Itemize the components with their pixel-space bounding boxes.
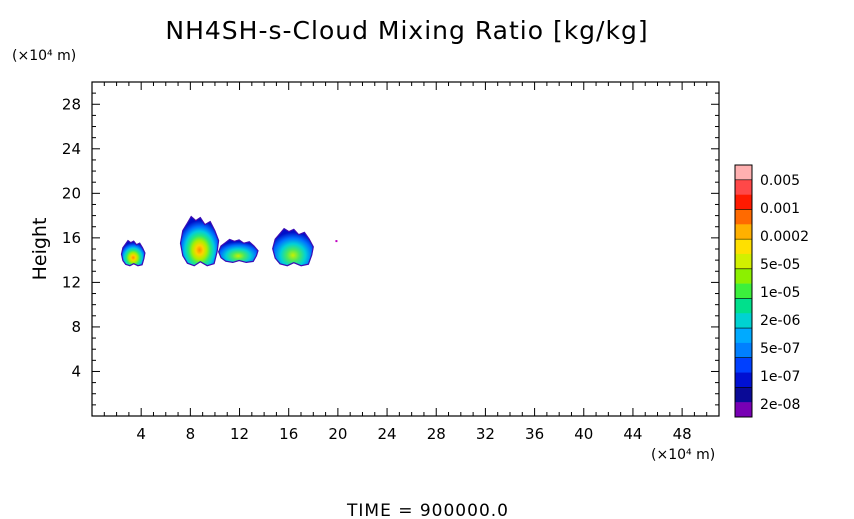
x-tick-label: 24: [378, 425, 397, 443]
colorbar-swatch: [735, 224, 752, 240]
colorbar-swatch: [735, 239, 752, 255]
y-tick-label: 20: [62, 184, 81, 202]
colorbar-label: 5e-07: [760, 341, 800, 357]
colorbar-label: 0.001: [760, 201, 800, 217]
x-tick-label: 28: [427, 425, 446, 443]
chart-title: NH4SH-s-Cloud Mixing Ratio [kg/kg]: [165, 16, 648, 45]
colorbar-label: 5e-05: [760, 257, 800, 273]
x-tick-label: 40: [574, 425, 593, 443]
colorbar-swatch: [735, 342, 752, 359]
cloud-rim: [121, 240, 146, 267]
y-tick-label: 16: [62, 229, 81, 247]
cloud-shape: [179, 215, 220, 267]
colorbar-swatch: [735, 165, 752, 181]
x-tick-label: 20: [328, 425, 347, 443]
cloud-rim: [218, 239, 259, 263]
x-tick-label: 8: [186, 425, 196, 443]
colorbar-swatch: [735, 298, 752, 314]
cloud-rim: [180, 216, 219, 267]
colorbar-swatch: [735, 402, 752, 418]
y-tick-label: 4: [71, 362, 81, 380]
colorbar-swatch: [735, 253, 752, 270]
x-tick-label: 48: [673, 425, 692, 443]
colorbar: 0.005 0.001 0.0002 5e-05 1e-05 2e-06 5e-07 1e-0…: [734, 164, 809, 418]
time-label: TIME = 900000.0: [346, 501, 509, 519]
cloud-field: [120, 215, 338, 267]
cloud-region: [120, 239, 146, 267]
x-tick-label: 44: [623, 425, 642, 443]
colorbar-label: 1e-07: [760, 369, 800, 385]
colorbar-label: 2e-06: [760, 313, 800, 329]
cloud-shape: [272, 227, 314, 267]
cloud-region: [272, 227, 314, 267]
y-tick-label: 12: [62, 273, 81, 291]
x-tick-label: 32: [476, 425, 495, 443]
x-tick-label: 36: [525, 425, 544, 443]
colorbar-swatch: [735, 328, 752, 344]
colorbar-swatch: [735, 313, 752, 329]
x-tick-label: 4: [136, 425, 146, 443]
x-tick-labels: 4 8 12 16 20 24 28 32 36 40 44 48: [136, 425, 691, 443]
colorbar-swatch: [735, 194, 752, 210]
colorbar-swatch: [735, 387, 752, 403]
colorbar-swatch: [735, 283, 752, 299]
colorbar-label: 0.005: [760, 173, 800, 189]
cloud-region: [217, 238, 259, 264]
x-tick-label: 12: [230, 425, 249, 443]
cloud-speck: [335, 240, 338, 243]
y-tick-labels: 4 8 12 16 20 24 28: [62, 95, 81, 380]
colorbar-swatch: [735, 209, 752, 225]
colorbar-swatch: [735, 179, 752, 195]
axis-ticks: [92, 82, 719, 416]
cloud-shape: [217, 238, 259, 264]
colorbar-label: 0.0002: [760, 229, 809, 245]
colorbar-swatch: [735, 357, 752, 373]
colorbar-label: 1e-05: [760, 285, 800, 301]
y-axis-unit: (×10⁴ m): [12, 48, 76, 64]
cloud-region: [179, 215, 220, 267]
y-tick-label: 24: [62, 140, 81, 158]
cloud-rim: [272, 228, 314, 267]
y-axis-label: Height: [29, 218, 51, 281]
colorbar-label: 2e-08: [760, 397, 800, 413]
colorbar-swatch: [735, 372, 752, 388]
y-tick-label: 28: [62, 95, 81, 113]
x-tick-label: 16: [279, 425, 298, 443]
colorbar-swatch: [735, 268, 752, 284]
x-axis-unit: (×10⁴ m): [651, 447, 715, 463]
y-tick-label: 8: [71, 318, 81, 336]
